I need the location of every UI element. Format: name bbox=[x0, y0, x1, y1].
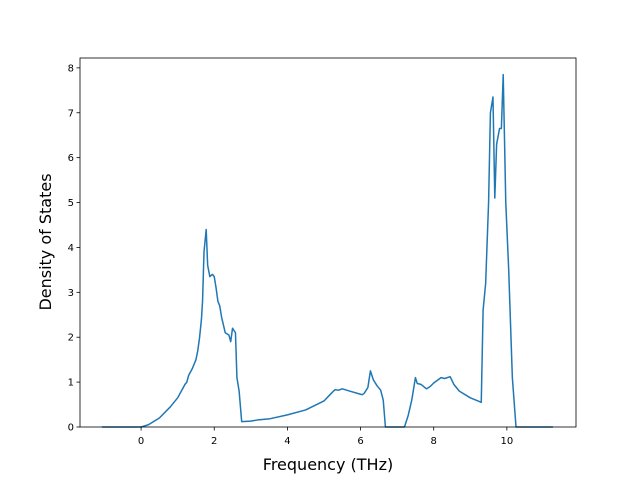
y-tick-label: 1 bbox=[68, 378, 74, 389]
x-axis-label: Frequency (THz) bbox=[263, 455, 393, 474]
y-tick-label: 8 bbox=[68, 63, 74, 74]
y-tick-label: 4 bbox=[68, 243, 74, 254]
x-tick-label: 8 bbox=[431, 436, 437, 447]
x-tick-label: 0 bbox=[138, 436, 144, 447]
y-axis-label: Density of States bbox=[36, 173, 55, 310]
x-tick-label: 10 bbox=[501, 436, 514, 447]
y-tick-label: 5 bbox=[68, 198, 74, 209]
plot-frame bbox=[79, 57, 577, 428]
x-tick-label: 2 bbox=[211, 436, 217, 447]
y-tick-label: 6 bbox=[68, 153, 74, 164]
x-tick-label: 6 bbox=[357, 436, 363, 447]
y-tick-label: 7 bbox=[68, 108, 74, 119]
y-tick-label: 0 bbox=[68, 423, 74, 434]
x-tick-label: 4 bbox=[284, 436, 290, 447]
y-tick-label: 3 bbox=[68, 288, 74, 299]
dos-line bbox=[101, 73, 553, 428]
y-tick-label: 2 bbox=[68, 333, 74, 344]
